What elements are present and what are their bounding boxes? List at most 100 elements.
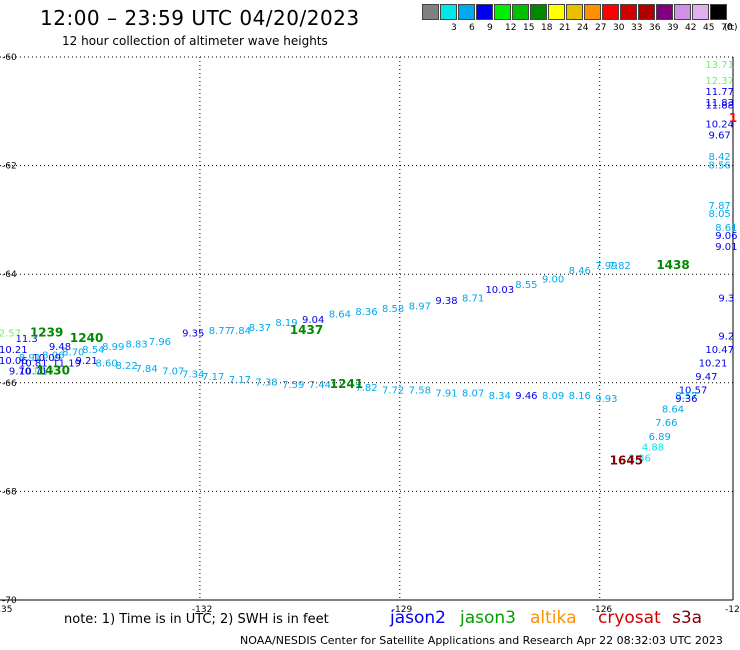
time-label: 1240 <box>70 331 103 345</box>
color-scale-label: 12 <box>505 23 517 33</box>
wave-height-label: 8.58 <box>382 304 404 315</box>
color-scale-swatch <box>620 4 637 20</box>
wave-height-label: 9.47 <box>695 372 717 383</box>
wave-height-label: 7.59 <box>282 380 304 391</box>
wave-height-label: 7.91 <box>435 388 457 399</box>
wave-height-label: 9.04 <box>302 315 324 326</box>
wave-height-label: 9.46 <box>515 391 537 402</box>
time-label: 1438 <box>656 258 689 272</box>
wave-height-label: 9.21 <box>75 356 97 367</box>
wave-height-label: 9.38 <box>435 296 457 307</box>
wave-height-label: 7.72 <box>382 386 404 397</box>
wave-height-label: 3.86 <box>629 454 651 465</box>
wave-height-label: 10.24 <box>705 120 734 131</box>
color-scale-label: 15 <box>523 23 535 33</box>
wave-height-label: 9.35 <box>182 329 204 340</box>
wave-height-label: 7.84 <box>135 364 157 375</box>
color-scale-label: 39 <box>667 23 679 33</box>
x-tick-label: -126 <box>592 605 613 615</box>
wave-height-label: 9.00 <box>542 274 564 285</box>
wave-height-label: 8.22 <box>115 361 137 372</box>
wave-height-label: 8.57 <box>675 391 697 402</box>
color-scale-swatch <box>566 4 583 20</box>
satellite-legend-jason2: jason2 <box>390 608 446 628</box>
color-scale-swatch <box>422 4 439 20</box>
color-scale-label: 36 <box>649 23 661 33</box>
time-label: 1 <box>729 111 737 125</box>
wave-height-label: 11.3 <box>16 334 38 345</box>
wave-height-label: 10.21 <box>699 359 728 370</box>
wave-height-label: 7.87 <box>709 201 731 212</box>
wave-height-label: 9.36 <box>675 394 697 405</box>
color-scale-swatch <box>656 4 673 20</box>
wave-height-label: 8.09 <box>542 391 564 402</box>
wave-height-label: 9.3 <box>718 293 734 304</box>
wave-height-label: 11.77 <box>705 87 734 98</box>
y-tick-label: -70 <box>2 596 17 606</box>
color-scale-swatch <box>440 4 457 20</box>
color-scale-label: 3 <box>451 23 457 33</box>
wave-height-label: 8.71 <box>462 293 484 304</box>
wave-height-label: 8.07 <box>462 388 484 399</box>
wave-height-label: 12.27 <box>32 367 61 378</box>
wave-height-label: 8.60 <box>95 359 117 370</box>
color-scale-label: 6 <box>469 23 475 33</box>
wave-height-label: 8.46 <box>569 266 591 277</box>
wave-height-label: 8.70 <box>62 348 84 359</box>
wave-height-label: 8.99 <box>102 342 124 353</box>
color-scale-label: 27 <box>595 23 607 33</box>
wave-height-label: 7.07 <box>162 367 184 378</box>
color-scale-label: 9 <box>487 23 493 33</box>
color-scale-swatch <box>476 4 493 20</box>
wave-height-label: 8.42 <box>709 152 731 163</box>
color-scale-swatch <box>710 4 727 20</box>
wave-height-label: 10.21 <box>0 345 28 356</box>
wave-height-label: 9.48 <box>49 342 71 353</box>
page-subtitle: 12 hour collection of altimeter wave hei… <box>62 34 328 48</box>
wave-height-label: 8.16 <box>569 391 591 402</box>
y-tick-label: -68 <box>2 487 17 497</box>
wave-height-label: 9.67 <box>709 130 731 141</box>
satellite-legend-jason3: jason3 <box>460 608 516 628</box>
credit-line: NOAA/NESDIS Center for Satellite Applica… <box>240 634 723 647</box>
color-scale-label: 70 <box>721 23 733 33</box>
wave-height-label: 7.34 <box>182 369 204 380</box>
wave-height-label: 8.36 <box>355 307 377 318</box>
color-scale-unit: (ft) <box>724 23 738 33</box>
wave-height-label: 8.54 <box>82 345 104 356</box>
color-scale-swatch <box>692 4 709 20</box>
wave-height-label: 8.06 <box>42 350 64 361</box>
satellite-legend-altika: altika <box>530 608 577 628</box>
time-label: 1239 <box>30 326 63 340</box>
color-scale-swatch <box>548 4 565 20</box>
wave-height-label: 7.17 <box>202 372 224 383</box>
wave-height-label: 7.66 <box>655 418 677 429</box>
wave-height-label: 8.37 <box>249 323 271 334</box>
wave-height-label: 9.06 <box>715 231 737 242</box>
color-scale-swatch <box>512 4 529 20</box>
wave-height-label: 8.97 <box>409 301 431 312</box>
wave-height-label: 7.82 <box>609 261 631 272</box>
wave-height-label: 9.93 <box>595 394 617 405</box>
y-tick-label: -66 <box>2 379 17 389</box>
color-scale-label: 30 <box>613 23 625 33</box>
color-scale-swatch <box>530 4 547 20</box>
color-scale-swatch <box>638 4 655 20</box>
axis-tick-labels: -60-62-64-66-68-70-135-132-129-126-123-1… <box>0 53 740 615</box>
wave-height-label: 8.56 <box>709 160 731 171</box>
page-title: 12:00 – 23:59 UTC 04/20/2023 <box>40 6 360 30</box>
wave-height-label: 6.89 <box>649 432 671 443</box>
satellite-legend-cryosat: cryosat <box>598 608 661 628</box>
wave-height-label: 8.64 <box>662 405 684 416</box>
satellite-legend-s3a: s3a <box>672 608 703 628</box>
wave-height-label: 12.57 <box>0 329 21 340</box>
y-tick-label: -62 <box>2 162 17 172</box>
wave-height-label: 8.55 <box>515 280 537 291</box>
time-labels: 1239 1240 1430 1437 1241 1438 1645 1 <box>30 111 737 467</box>
wave-height-label: 10.09 <box>32 353 61 364</box>
wave-height-points: 13.7112.3711.7711.8311.8810.249.678.428.… <box>0 60 737 465</box>
time-label: 1241 <box>330 377 363 391</box>
wave-height-label: 8.19 <box>275 318 297 329</box>
wave-height-label: 4.88 <box>642 443 664 454</box>
